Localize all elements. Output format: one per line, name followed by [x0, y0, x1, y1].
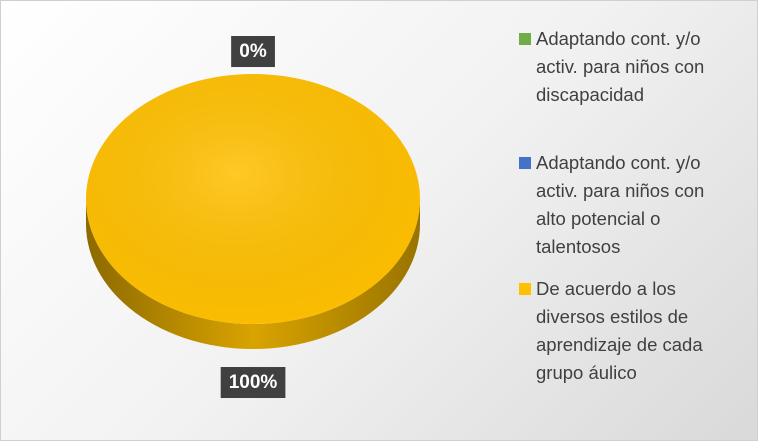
data-label-box — [220, 367, 286, 399]
data-label-text: 0% — [239, 41, 267, 62]
legend-swatch — [519, 33, 531, 45]
legend-swatch — [519, 157, 531, 169]
legend-label: Adaptando cont. y/o activ. para niños co… — [536, 152, 705, 257]
data-label: 100% — [220, 367, 286, 399]
legend-entry: Adaptando cont. y/o activ. para niños co… — [519, 25, 737, 109]
legend-entry: Adaptando cont. y/o activ. para niños co… — [519, 149, 737, 261]
data-label-text: 100% — [229, 372, 278, 393]
data-label: 0% — [231, 36, 275, 68]
legend-label: Adaptando cont. y/o activ. para niños co… — [536, 28, 705, 105]
legend-entry: De acuerdo a los diversos estilos de apr… — [519, 275, 737, 387]
pie-side-shade — [86, 199, 420, 349]
legend: Adaptando cont. y/o activ. para niños co… — [519, 25, 737, 387]
pie-highlight — [86, 74, 420, 324]
legend-swatch — [519, 283, 531, 295]
data-label-box — [231, 36, 275, 68]
legend-label: De acuerdo a los diversos estilos de apr… — [536, 278, 703, 383]
